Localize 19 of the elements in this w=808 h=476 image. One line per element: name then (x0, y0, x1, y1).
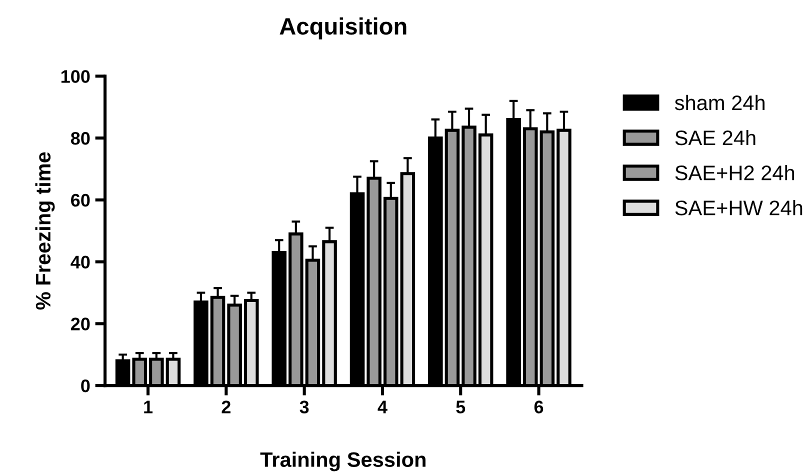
x-tick-label: 3 (300, 400, 309, 414)
x-tick-label: 6 (534, 400, 544, 414)
x-tick-label: 5 (456, 400, 466, 414)
y-tick-label: 80 (70, 132, 90, 145)
y-tick-label: 20 (71, 318, 90, 330)
legend-label: SAE 24h (675, 130, 756, 146)
y-tick-label: 40 (70, 256, 90, 269)
chart-title: Acquisition (280, 17, 406, 40)
y-tick-label: 60 (71, 194, 90, 207)
x-tick-label: 2 (222, 400, 230, 414)
legend-label: SAE+HW 24h (675, 200, 802, 216)
x-tick-label: 4 (378, 400, 388, 414)
y-tick-label: 100 (61, 70, 90, 83)
legend-label: SAE+H2 24h (675, 165, 794, 180)
x-axis-title: Training Session (260, 452, 426, 472)
y-tick-label: 0 (81, 379, 90, 392)
legend-label: sham 24h (674, 94, 764, 110)
x-tick-label: 1 (144, 400, 153, 414)
y-axis-title: % Freezing time (35, 152, 55, 310)
